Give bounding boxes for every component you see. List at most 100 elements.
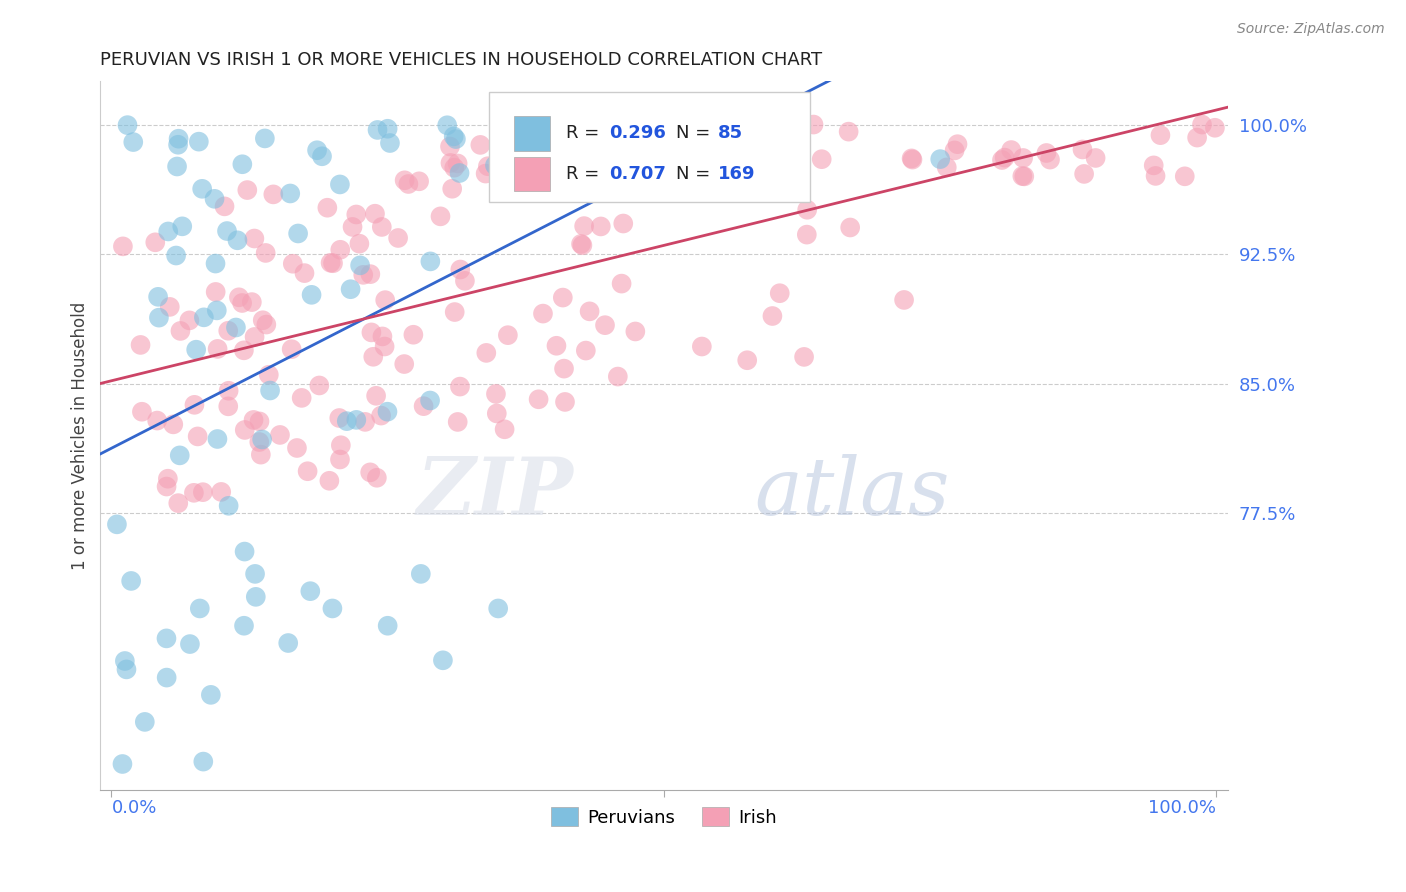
Point: [166, 160, 188, 174]
Point: [387, 231, 409, 245]
Point: [709, 160, 731, 174]
Point: [499, 149, 522, 163]
Point: [419, 393, 441, 408]
Point: [1035, 146, 1057, 161]
Point: [494, 422, 516, 436]
Point: [409, 566, 432, 581]
Point: [167, 496, 190, 510]
Point: [240, 295, 263, 310]
Point: [156, 472, 179, 486]
Point: [1039, 153, 1062, 167]
Point: [352, 268, 374, 282]
Point: [449, 262, 471, 277]
Point: [371, 219, 394, 234]
Point: [231, 157, 253, 171]
Point: [572, 219, 595, 233]
Point: [336, 414, 359, 428]
Point: [254, 318, 277, 332]
Text: N =: N =: [676, 165, 716, 183]
Point: [155, 632, 177, 646]
Point: [236, 183, 259, 197]
Point: [444, 132, 467, 146]
Point: [169, 449, 191, 463]
Point: [377, 618, 399, 632]
Point: [204, 256, 226, 270]
Point: [838, 125, 860, 139]
Point: [516, 125, 538, 139]
Point: [763, 169, 786, 184]
Point: [226, 233, 249, 247]
Text: R =: R =: [565, 165, 605, 183]
Point: [172, 219, 194, 234]
Point: [134, 714, 156, 729]
Point: [929, 152, 952, 166]
Point: [839, 220, 862, 235]
Point: [204, 192, 226, 206]
Point: [485, 407, 508, 421]
FancyBboxPatch shape: [515, 157, 550, 191]
Point: [1084, 151, 1107, 165]
Point: [243, 330, 266, 344]
Point: [527, 392, 550, 407]
Point: [491, 146, 513, 161]
Point: [366, 471, 388, 485]
Point: [281, 257, 304, 271]
Point: [943, 144, 966, 158]
Point: [179, 637, 201, 651]
Point: [439, 156, 461, 170]
Point: [328, 411, 350, 425]
Point: [277, 636, 299, 650]
Point: [193, 755, 215, 769]
Point: [215, 224, 238, 238]
Point: [666, 149, 689, 163]
Point: [578, 304, 600, 318]
Text: ZIP: ZIP: [418, 453, 574, 531]
Point: [209, 484, 232, 499]
Point: [447, 415, 470, 429]
Point: [322, 256, 344, 270]
Point: [485, 387, 508, 401]
Point: [1174, 169, 1197, 184]
Point: [1014, 169, 1036, 184]
Point: [761, 309, 783, 323]
Point: [449, 379, 471, 393]
Point: [280, 342, 302, 356]
Point: [429, 210, 451, 224]
Point: [259, 384, 281, 398]
Point: [143, 235, 166, 250]
Point: [697, 163, 720, 178]
Point: [901, 153, 924, 167]
Point: [316, 201, 339, 215]
Point: [394, 173, 416, 187]
Text: PERUVIAN VS IRISH 1 OR MORE VEHICLES IN HOUSEHOLD CORRELATION CHART: PERUVIAN VS IRISH 1 OR MORE VEHICLES IN …: [100, 51, 823, 69]
Point: [242, 413, 264, 427]
Point: [114, 654, 136, 668]
Point: [688, 161, 710, 175]
Point: [307, 143, 329, 157]
Point: [349, 236, 371, 251]
Point: [167, 131, 190, 145]
Point: [1000, 143, 1022, 157]
Point: [443, 129, 465, 144]
FancyBboxPatch shape: [515, 117, 550, 151]
Point: [793, 350, 815, 364]
Point: [214, 199, 236, 213]
Point: [565, 125, 588, 139]
Point: [524, 143, 547, 157]
Point: [748, 135, 770, 149]
Point: [443, 305, 465, 319]
Point: [169, 324, 191, 338]
Point: [129, 338, 152, 352]
Point: [502, 140, 524, 154]
Point: [496, 328, 519, 343]
Point: [297, 464, 319, 478]
Point: [367, 123, 389, 137]
Point: [344, 413, 367, 427]
Point: [186, 343, 208, 357]
Point: [344, 207, 367, 221]
Point: [269, 428, 291, 442]
Point: [218, 499, 240, 513]
Point: [228, 290, 250, 304]
Point: [254, 246, 277, 260]
Point: [1073, 167, 1095, 181]
